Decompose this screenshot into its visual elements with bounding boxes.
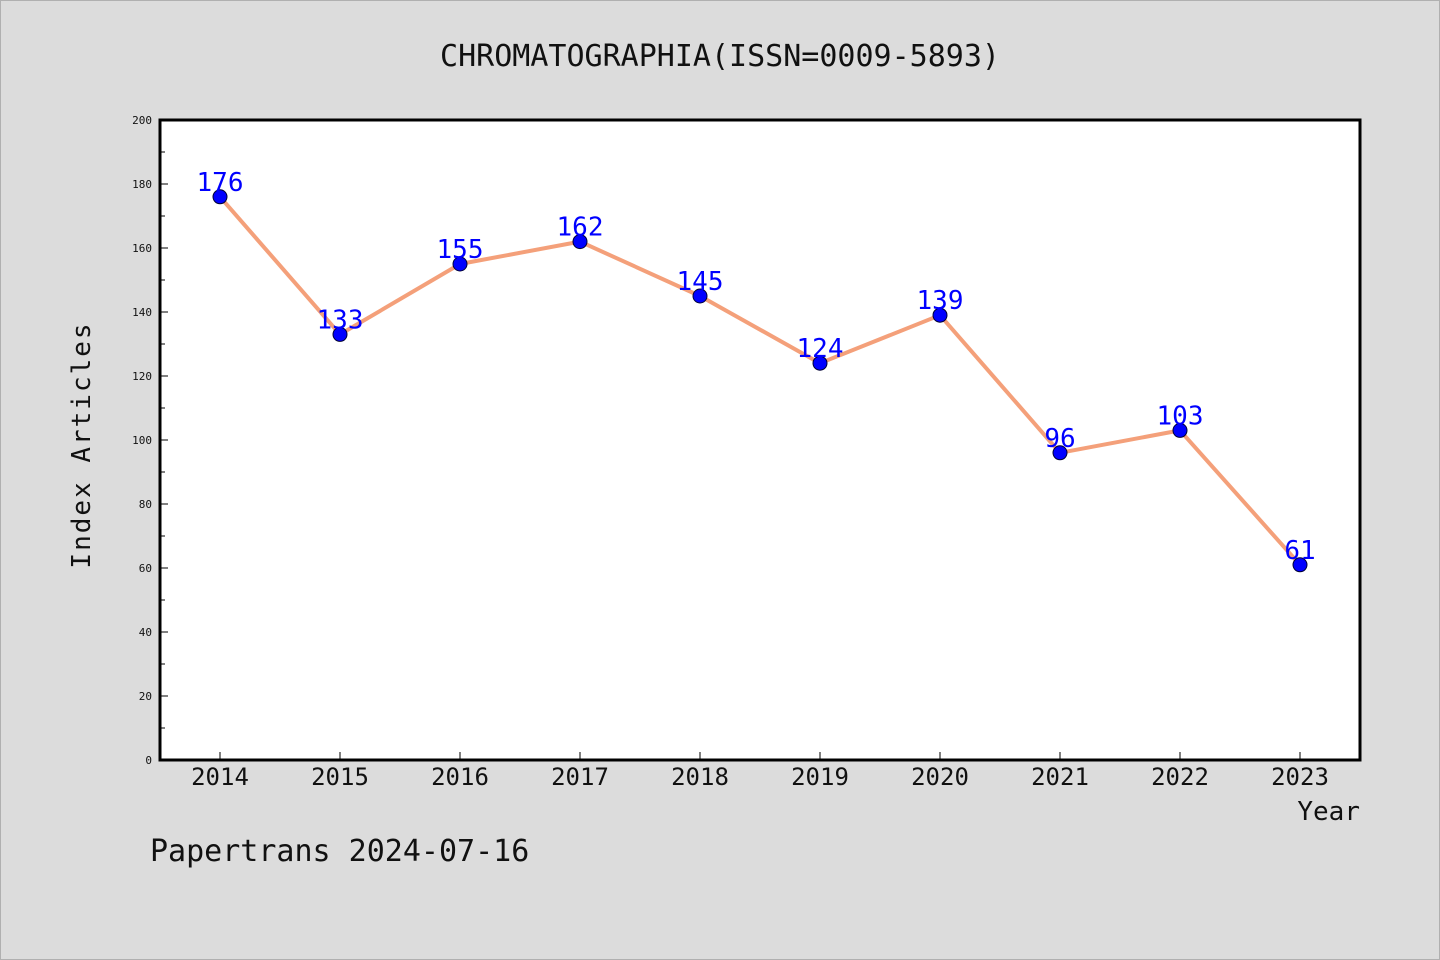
y-tick-label: 0: [145, 754, 152, 767]
y-tick-label: 160: [132, 242, 152, 255]
y-tick-label: 120: [132, 370, 152, 383]
data-label: 176: [197, 168, 244, 198]
x-tick-label: 2020: [911, 763, 969, 791]
x-tick-label: 2015: [311, 763, 369, 791]
data-label: 145: [677, 267, 724, 297]
y-tick-label: 100: [132, 434, 152, 447]
x-tick-label: 2023: [1271, 763, 1329, 791]
data-label: 155: [437, 235, 484, 265]
data-label: 103: [1157, 401, 1204, 431]
data-label: 162: [557, 213, 604, 243]
y-tick-label: 60: [139, 562, 152, 575]
data-point: [932, 307, 948, 323]
data-label: 133: [317, 305, 364, 335]
chart-title: CHROMATOGRAPHIA(ISSN=0009-5893): [440, 39, 1000, 74]
data-point: [1292, 557, 1308, 573]
data-label: 61: [1284, 536, 1315, 566]
data-point: [1172, 422, 1188, 438]
y-tick-label: 20: [139, 690, 152, 703]
watermark-text: Papertrans 2024-07-16: [150, 834, 530, 869]
x-axis: 2014 2015 2016 2017 2018 2019 2020 2021 2022 2023: [191, 752, 1329, 791]
y-tick-label: 200: [132, 114, 152, 127]
x-tick-label: 2016: [431, 763, 489, 791]
x-tick-label: 2018: [671, 763, 729, 791]
data-point: [452, 256, 468, 272]
data-label: 124: [797, 334, 844, 364]
data-point: [812, 355, 828, 371]
plot-area: [158, 118, 1362, 762]
x-tick-label: 2021: [1031, 763, 1089, 791]
data-point: [1052, 445, 1068, 461]
x-tick-label: 2022: [1151, 763, 1209, 791]
y-axis: 0 20 40 60 80 100 120 140 160 180 200: [132, 114, 168, 767]
y-tick-label: 180: [132, 178, 152, 191]
x-tick-label: 2014: [191, 763, 249, 791]
series-layer: 176 133 155 162 145 124 139 96 103 61: [197, 168, 1316, 573]
y-axis-label: Index Articles: [67, 321, 97, 568]
data-point: [692, 288, 708, 304]
series-line: [218, 195, 1302, 567]
data-label: 96: [1044, 424, 1075, 454]
data-point: [572, 234, 588, 250]
y-tick-label: 140: [132, 306, 152, 319]
data-point: [212, 189, 228, 205]
x-tick-label: 2017: [551, 763, 609, 791]
y-tick-label: 40: [139, 626, 152, 639]
y-tick-label: 80: [139, 498, 152, 511]
data-point: [332, 326, 348, 342]
x-axis-label: Year: [1297, 797, 1360, 827]
data-label: 139: [917, 286, 964, 316]
x-tick-label: 2019: [791, 763, 849, 791]
